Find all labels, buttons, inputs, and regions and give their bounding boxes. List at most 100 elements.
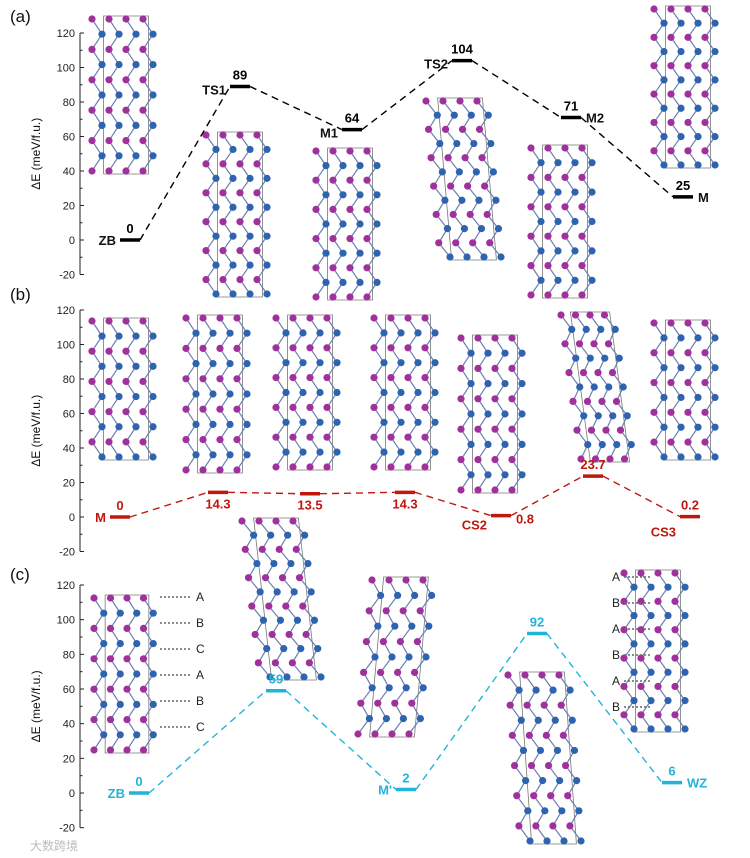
atom-cation	[123, 624, 131, 633]
atom-cation	[404, 344, 412, 352]
atom-cation	[261, 574, 270, 582]
atom-cation	[360, 668, 368, 677]
atom-cation	[323, 403, 331, 411]
atom-cation	[578, 203, 586, 211]
atom-anion	[560, 837, 568, 845]
unit-cell	[635, 569, 681, 733]
atom-anion	[467, 380, 475, 388]
y-tick-label: 80	[63, 374, 75, 386]
atom-cation	[481, 182, 489, 190]
atom-cation	[202, 275, 210, 284]
atom-anion	[694, 393, 702, 402]
atom-cation	[667, 438, 675, 446]
atom-anion	[566, 686, 574, 694]
atom-cation	[447, 182, 455, 190]
atom-anion	[405, 653, 413, 661]
atom-anion	[467, 410, 475, 418]
atom-anion	[572, 354, 580, 362]
atom-cation	[547, 792, 555, 800]
atom-cation	[90, 685, 98, 693]
atom-anion	[501, 410, 509, 418]
atom-anion	[501, 440, 509, 448]
atom-anion	[316, 448, 324, 456]
atom-cation	[402, 576, 410, 584]
atom-cation	[667, 90, 675, 98]
atom-anion	[98, 30, 106, 38]
atom-anion	[558, 807, 566, 815]
atom-cation	[329, 293, 337, 301]
atom-cation	[544, 232, 552, 240]
atom-cation	[233, 314, 241, 322]
atom-anion	[630, 725, 638, 733]
atom-anion	[98, 91, 106, 99]
atom-cation	[422, 97, 430, 105]
stacking-label: A	[612, 674, 620, 688]
atom-cation	[667, 319, 675, 327]
atom-cation	[650, 319, 658, 327]
y-tick-label: 80	[63, 649, 75, 661]
atom-anion	[299, 418, 307, 426]
crystal-structure	[182, 314, 251, 474]
atom-cation	[667, 118, 675, 127]
atom-cation	[578, 173, 586, 181]
atom-anion	[425, 622, 433, 630]
atom-anion	[282, 329, 290, 337]
atom-cation	[405, 730, 413, 738]
atom-anion	[209, 451, 217, 459]
atom-cation	[238, 517, 246, 525]
atom-anion	[711, 104, 719, 112]
atom-cation	[544, 173, 552, 181]
atom-cation	[312, 205, 320, 213]
atom-anion	[314, 645, 322, 653]
atom-cation	[88, 317, 96, 325]
atom-anion	[356, 220, 364, 228]
atom-cation	[684, 147, 692, 155]
atom-cation	[88, 137, 96, 145]
atom-anion	[229, 232, 237, 240]
atom-cation	[139, 377, 147, 386]
atom-cation	[544, 761, 553, 770]
atom-anion	[630, 583, 638, 591]
y-tick-label: 40	[63, 443, 75, 455]
y-tick-label: 20	[63, 478, 75, 490]
atom-anion	[149, 332, 157, 340]
atom-anion	[580, 412, 588, 420]
atom-cation	[289, 374, 297, 382]
atom-anion	[284, 531, 292, 539]
y-tick-label: 100	[57, 615, 75, 627]
atom-anion	[226, 451, 234, 459]
pathway-connector	[602, 475, 681, 518]
atom-anion	[694, 364, 702, 372]
atom-anion	[116, 640, 124, 648]
atom-cation	[216, 375, 224, 383]
atom-anion	[416, 715, 424, 723]
atom-anion	[630, 611, 638, 620]
atom-anion	[537, 217, 545, 226]
atom-cation	[236, 218, 244, 226]
atom-cation	[268, 630, 276, 639]
atom-cation	[363, 264, 371, 272]
atom-cation	[616, 426, 625, 434]
atom-anion	[149, 423, 157, 431]
atom-cation	[667, 5, 675, 13]
crystal-structure	[650, 319, 719, 461]
atom-cation	[219, 218, 227, 226]
atom-cation	[508, 364, 516, 372]
atom-anion	[711, 133, 719, 141]
atom-cation	[236, 275, 244, 284]
atom-cation	[282, 602, 290, 610]
watermark-text: 大数跨境	[30, 838, 78, 853]
crystal-structure	[504, 671, 585, 845]
atom-cation	[370, 433, 378, 441]
panel-label: (c)	[10, 565, 30, 584]
state-value-label: 59	[269, 672, 283, 687]
atom-cation	[346, 293, 354, 301]
state-label: M'	[378, 783, 392, 798]
atom-cation	[122, 167, 130, 175]
atom-cation	[139, 746, 148, 754]
unit-cell	[369, 576, 429, 738]
atom-anion	[588, 247, 596, 255]
atom-cation	[667, 147, 675, 155]
atom-cation	[684, 408, 692, 416]
atom-cation	[486, 239, 494, 247]
